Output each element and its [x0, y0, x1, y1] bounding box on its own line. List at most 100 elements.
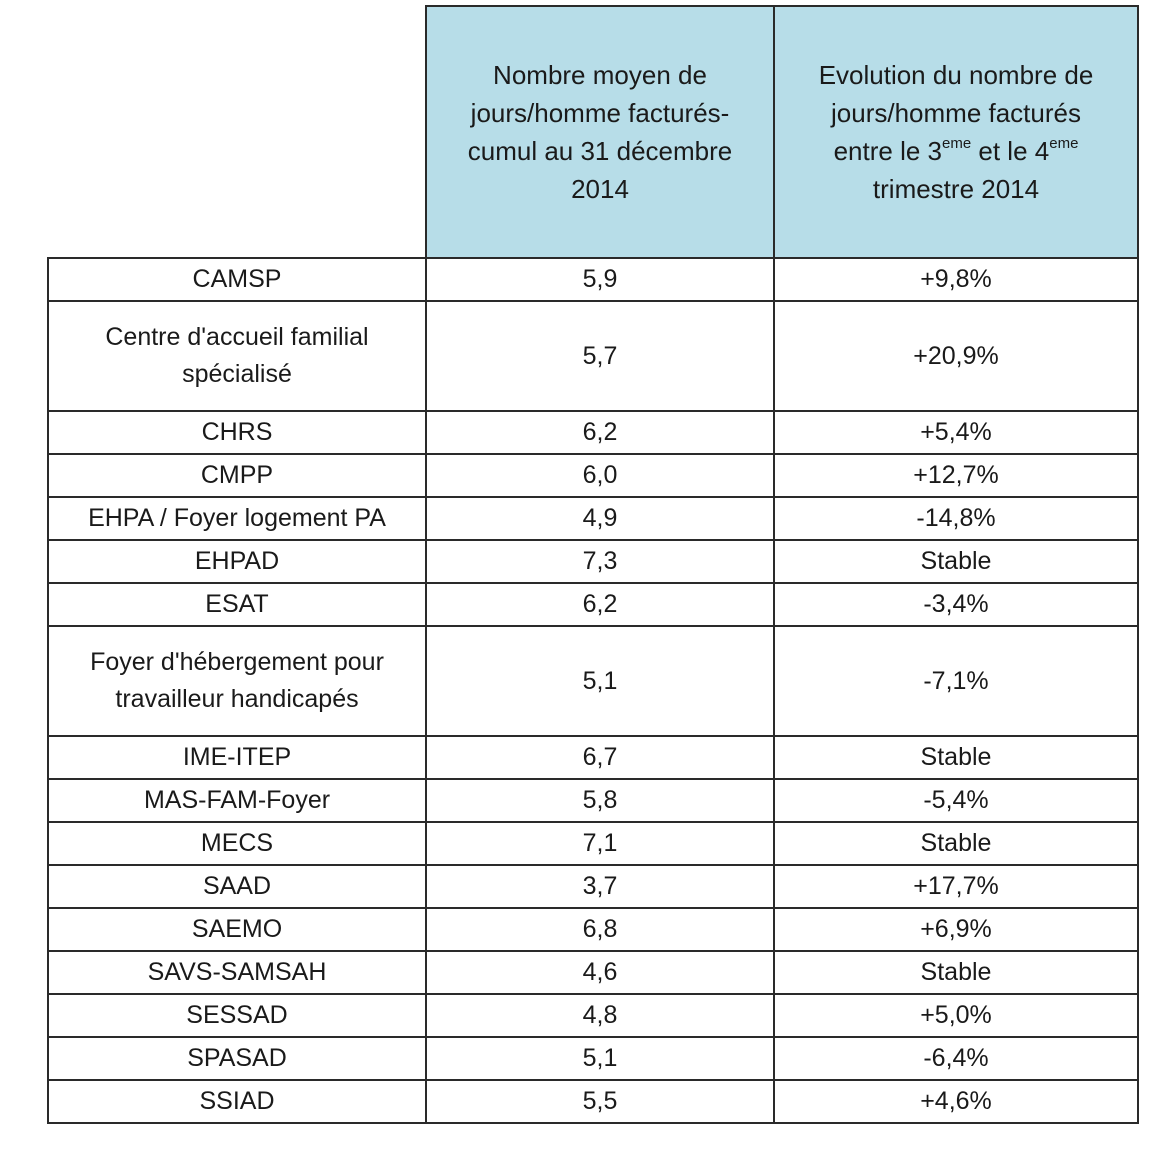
category-label: EHPA / Foyer logement PA: [88, 504, 386, 532]
table-row: MAS-FAM-Foyer 5,8 -5,4%: [47, 778, 1139, 823]
category-label: SESSAD: [186, 1001, 288, 1029]
category-cell: SPASAD: [47, 1036, 427, 1081]
table-row: Foyer d'hébergement pour travailleur hand…: [47, 625, 1139, 737]
category-label: SAEMO: [191, 915, 283, 943]
jours-cell: 5,1: [425, 625, 775, 737]
category-cell: Foyer d'hébergement pour travailleur hand…: [47, 625, 427, 737]
table-row: Centre d'accueil familial spécialisé 5,7 …: [47, 300, 1139, 412]
header-jours-line: Nombre moyen de: [493, 60, 707, 90]
jours-cell: 6,0: [425, 453, 775, 498]
evolution-cell: Stable: [773, 950, 1139, 995]
table-row: SAEMO 6,8 +6,9%: [47, 907, 1139, 952]
evolution-cell: -6,4%: [773, 1036, 1139, 1081]
jours-cell: 7,3: [425, 539, 775, 584]
header-evolution-sup: eme: [941, 135, 972, 152]
header-jours-line: 2014: [571, 174, 629, 204]
table-row: IME-ITEP 6,7 Stable: [47, 735, 1139, 780]
category-label: IME-ITEP: [182, 743, 292, 771]
data-table: Nombre moyen de jours/homme facturés- cu…: [47, 5, 1139, 1124]
table-row: SPASAD 5,1 -6,4%: [47, 1036, 1139, 1081]
evolution-cell: +9,8%: [773, 257, 1139, 302]
jours-cell: 5,5: [425, 1079, 775, 1124]
jours-cell: 6,8: [425, 907, 775, 952]
evolution-cell: +12,7%: [773, 453, 1139, 498]
table-row: MECS 7,1 Stable: [47, 821, 1139, 866]
table-row: CAMSP 5,9 +9,8%: [47, 257, 1139, 302]
header-row: Nombre moyen de jours/homme facturés- cu…: [48, 5, 1139, 259]
table-row: SSIAD 5,5 +4,6%: [47, 1079, 1139, 1124]
evolution-cell: -3,4%: [773, 582, 1139, 627]
table-row: ESAT 6,2 -3,4%: [47, 582, 1139, 627]
jours-cell: 5,1: [425, 1036, 775, 1081]
evolution-cell: +5,0%: [773, 993, 1139, 1038]
jours-cell: 3,7: [425, 864, 775, 909]
evolution-cell: +6,9%: [773, 907, 1139, 952]
category-label: SSIAD: [199, 1087, 275, 1115]
jours-cell: 5,7: [425, 300, 775, 412]
jours-cell: 4,9: [425, 496, 775, 541]
evolution-cell: -14,8%: [773, 496, 1139, 541]
jours-cell: 5,9: [425, 257, 775, 302]
table-row: EHPAD 7,3 Stable: [47, 539, 1139, 584]
category-cell: CAMSP: [47, 257, 427, 302]
category-label: MECS: [200, 829, 274, 857]
evolution-cell: +17,7%: [773, 864, 1139, 909]
category-cell: MAS-FAM-Foyer: [47, 778, 427, 823]
category-label: EHPAD: [194, 547, 280, 575]
category-label: Foyer d'hébergement pour: [90, 648, 384, 676]
jours-cell: 6,2: [425, 582, 775, 627]
header-evolution-line: Evolution du nombre de: [818, 60, 1094, 90]
evolution-cell: +20,9%: [773, 300, 1139, 412]
header-evolution-line: jours/homme facturés: [831, 98, 1081, 128]
category-cell: SAAD: [47, 864, 427, 909]
category-cell: SESSAD: [47, 993, 427, 1038]
evolution-cell: +4,6%: [773, 1079, 1139, 1124]
table-row: CMPP 6,0 +12,7%: [47, 453, 1139, 498]
jours-cell: 6,7: [425, 735, 775, 780]
category-cell: EHPA / Foyer logement PA: [47, 496, 427, 541]
category-label: spécialisé: [182, 360, 292, 388]
category-cell: EHPAD: [47, 539, 427, 584]
table-row: SESSAD 4,8 +5,0%: [47, 993, 1139, 1038]
category-label: SAVS-SAMSAH: [147, 958, 327, 986]
jours-cell: 7,1: [425, 821, 775, 866]
header-jours: Nombre moyen de jours/homme facturés- cu…: [425, 5, 775, 259]
category-label: Centre d'accueil familial: [105, 323, 369, 351]
category-cell: ESAT: [47, 582, 427, 627]
jours-cell: 5,8: [425, 778, 775, 823]
category-label: SAAD: [202, 872, 272, 900]
jours-cell: 6,2: [425, 410, 775, 455]
header-jours-line: cumul au 31 décembre: [467, 136, 733, 166]
category-cell: IME-ITEP: [47, 735, 427, 780]
header-evolution-text: et le 4: [971, 136, 1050, 166]
category-label: CMPP: [200, 461, 274, 489]
category-cell: SAVS-SAMSAH: [47, 950, 427, 995]
header-evolution: Evolution du nombre de jours/homme factu…: [773, 5, 1139, 259]
evolution-cell: Stable: [773, 821, 1139, 866]
jours-cell: 4,6: [425, 950, 775, 995]
evolution-cell: Stable: [773, 539, 1139, 584]
category-label: travailleur handicapés: [115, 685, 359, 713]
header-evolution-line: entre le 3eme et le 4eme: [793, 132, 1119, 170]
category-label: SPASAD: [187, 1044, 287, 1072]
evolution-cell: +5,4%: [773, 410, 1139, 455]
category-label: CHRS: [201, 418, 273, 446]
category-label: ESAT: [205, 590, 269, 618]
category-label: CAMSP: [192, 265, 282, 293]
table-row: EHPA / Foyer logement PA 4,9 -14,8%: [47, 496, 1139, 541]
category-cell: Centre d'accueil familial spécialisé: [47, 300, 427, 412]
category-cell: CHRS: [47, 410, 427, 455]
table-row: SAVS-SAMSAH 4,6 Stable: [47, 950, 1139, 995]
category-cell: SSIAD: [47, 1079, 427, 1124]
header-evolution-text: entre le 3: [833, 136, 942, 166]
jours-cell: 4,8: [425, 993, 775, 1038]
header-jours-line: jours/homme facturés-: [470, 98, 730, 128]
table-row: CHRS 6,2 +5,4%: [47, 410, 1139, 455]
header-evolution-line: trimestre 2014: [872, 174, 1040, 204]
evolution-cell: -5,4%: [773, 778, 1139, 823]
category-cell: MECS: [47, 821, 427, 866]
category-cell: CMPP: [47, 453, 427, 498]
category-label: MAS-FAM-Foyer: [143, 786, 331, 814]
header-evolution-sup: eme: [1049, 135, 1079, 152]
category-cell: SAEMO: [47, 907, 427, 952]
